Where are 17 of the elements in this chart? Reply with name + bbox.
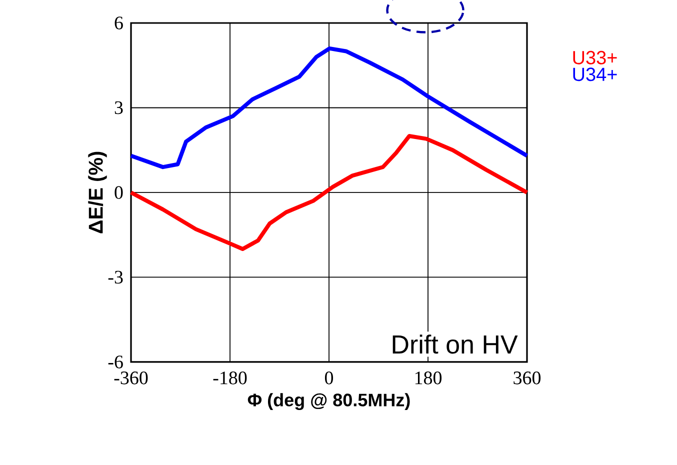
y-axis-title: ΔE/E (%) — [88, 152, 107, 234]
y-tick-label: 0 — [114, 186, 123, 199]
x-tick-label: 180 — [415, 372, 442, 384]
x-tick-label: -180 — [213, 372, 247, 384]
y-tick-label: -6 — [108, 356, 123, 368]
text: U34+ — [573, 68, 617, 82]
text: U33+ — [573, 50, 617, 64]
line-series — [129, 134, 529, 251]
y-tick-label: -3 — [108, 270, 123, 284]
annotation: Drift on HV — [392, 334, 518, 354]
line-series — [129, 46, 529, 170]
x-tick-label: 0 — [324, 372, 334, 384]
x-tick-label: 360 — [514, 372, 541, 384]
y-tick-label: 6 — [114, 16, 123, 30]
y-tick-label: 3 — [114, 101, 123, 114]
x-tick-label: -360 — [114, 372, 148, 384]
x-axis-title: Φ (deg @ 80.5MHz) — [248, 393, 410, 410]
